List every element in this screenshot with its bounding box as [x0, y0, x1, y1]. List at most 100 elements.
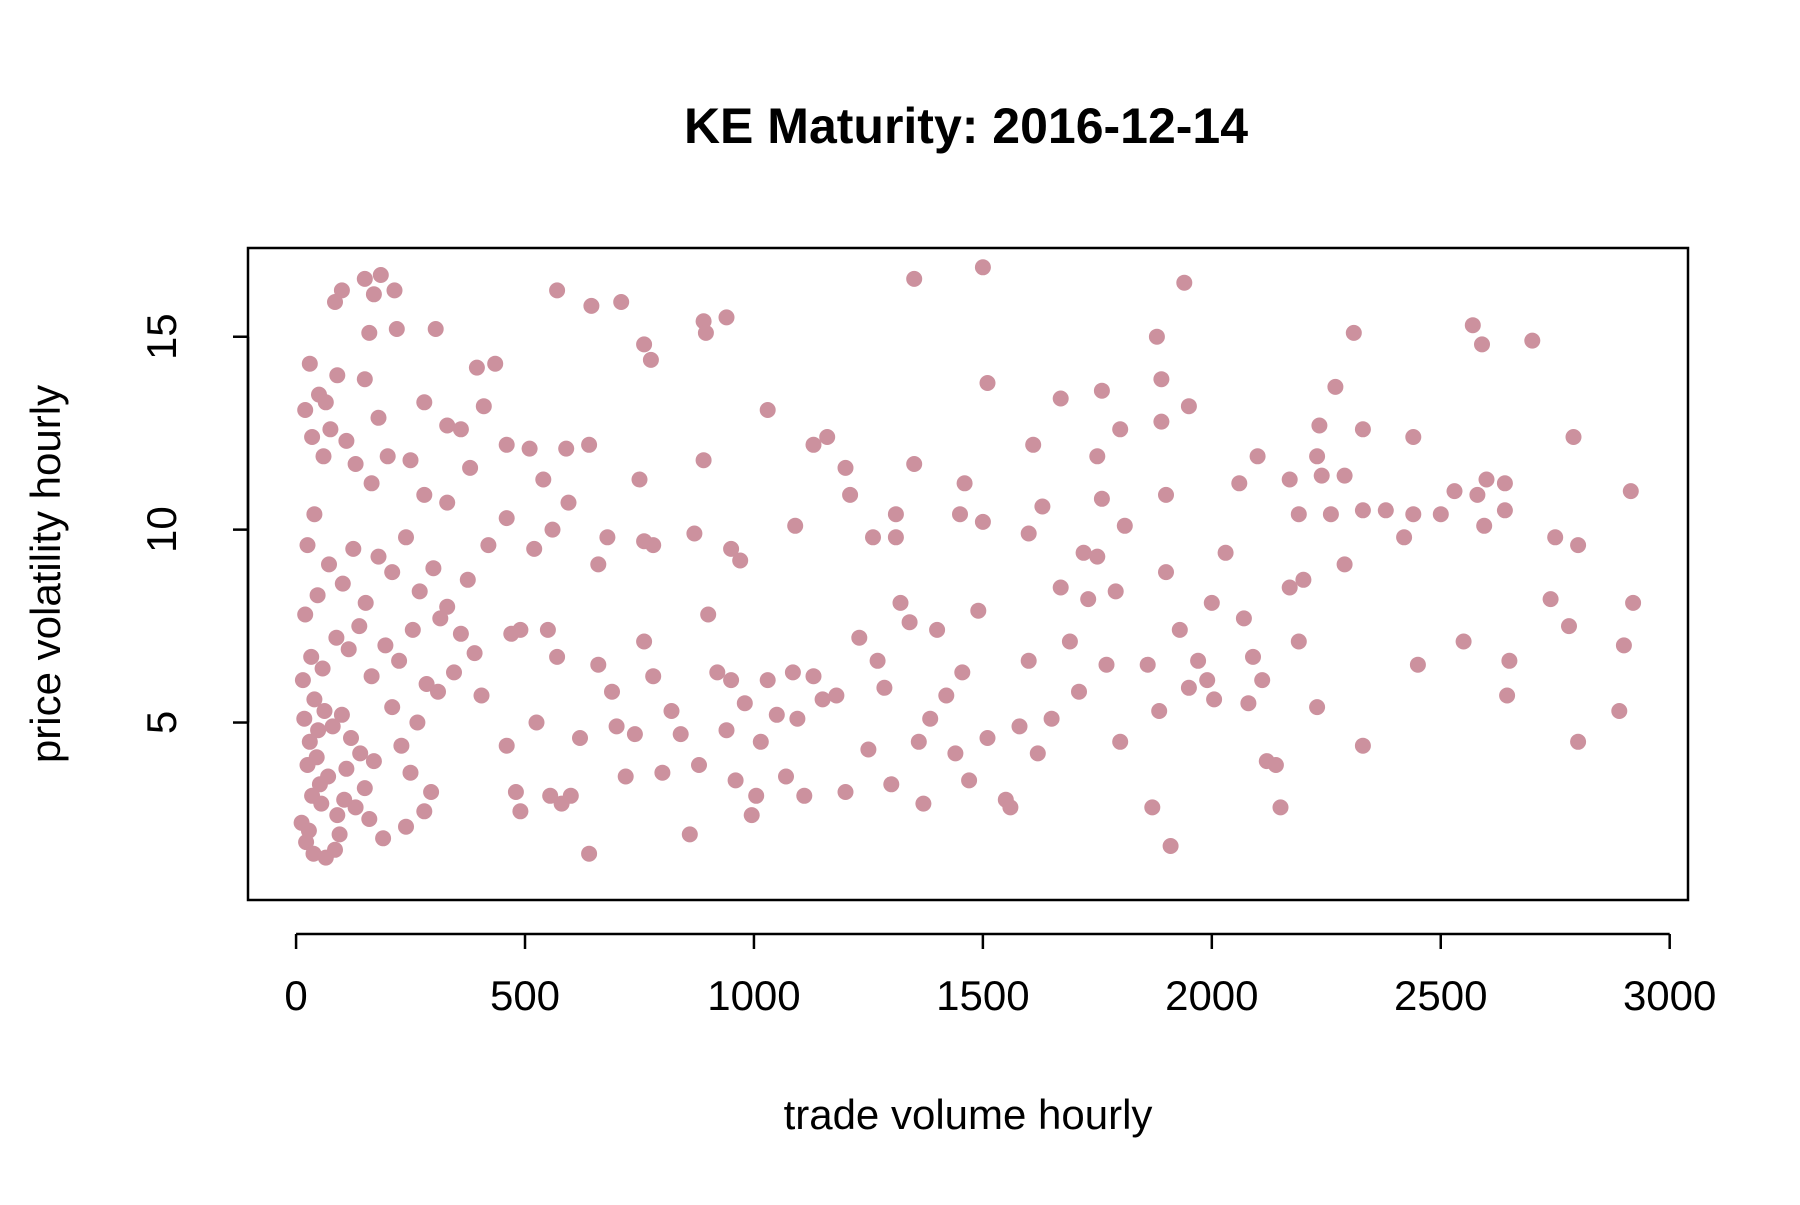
data-point-141 [743, 807, 760, 824]
data-point-101 [439, 494, 456, 511]
data-point-172 [1002, 799, 1019, 816]
data-point-14 [311, 776, 328, 793]
data-point-271 [819, 429, 836, 445]
data-point-162 [915, 795, 932, 812]
data-point-257 [1052, 390, 1069, 407]
data-point-161 [910, 733, 927, 750]
data-point-186 [1144, 799, 1161, 816]
data-point-213 [1501, 652, 1518, 669]
data-point-274 [759, 402, 776, 418]
data-point-80 [363, 475, 380, 492]
data-point-111 [512, 621, 529, 638]
data-point-71 [322, 421, 339, 438]
data-point-231 [1396, 529, 1413, 546]
data-point-191 [1180, 679, 1197, 696]
data-point-62 [409, 714, 426, 731]
data-point-77 [338, 432, 355, 449]
data-point-27 [356, 780, 373, 797]
data-point-195 [1203, 594, 1220, 611]
data-point-48 [411, 583, 428, 600]
data-point-22 [327, 841, 343, 858]
data-point-94 [333, 282, 350, 299]
data-point-69 [306, 506, 323, 523]
data-point-96 [365, 286, 382, 303]
data-point-103 [498, 436, 515, 453]
data-point-227 [1469, 486, 1486, 503]
data-point-165 [938, 687, 955, 704]
data-point-42 [370, 548, 387, 565]
data-point-202 [1267, 757, 1284, 773]
data-point-148 [789, 710, 806, 727]
y-axis-label: price volatility hourly [22, 385, 69, 763]
data-point-204 [1281, 579, 1298, 596]
data-point-51 [432, 610, 449, 627]
data-point-301 [1524, 332, 1541, 349]
data-point-116 [512, 803, 529, 820]
data-point-212 [1499, 687, 1516, 704]
data-point-246 [1231, 475, 1248, 492]
data-point-83 [388, 321, 405, 337]
data-point-134 [691, 757, 707, 773]
data-point-150 [805, 668, 822, 685]
data-point-17 [333, 706, 350, 723]
data-point-181 [1089, 548, 1106, 565]
data-point-98 [386, 282, 403, 299]
data-point-283 [590, 556, 607, 573]
data-point-252 [1116, 517, 1133, 534]
data-point-264 [952, 506, 968, 523]
data-point-262 [974, 513, 991, 530]
data-point-261 [979, 375, 996, 391]
data-point-137 [718, 722, 735, 739]
data-point-43 [377, 637, 394, 654]
data-point-207 [1309, 699, 1326, 716]
data-point-130 [654, 764, 671, 781]
data-point-128 [636, 633, 653, 650]
data-point-221 [1565, 429, 1582, 445]
data-point-232 [1405, 429, 1422, 445]
data-point-85 [416, 394, 433, 411]
x-axis-label: trade volume hourly [784, 1091, 1153, 1138]
data-point-169 [970, 602, 987, 619]
data-point-93 [327, 294, 343, 310]
data-point-156 [869, 652, 886, 669]
data-point-300 [1474, 336, 1490, 353]
data-point-63 [416, 803, 433, 820]
data-point-214 [1542, 591, 1559, 608]
data-point-233 [1405, 506, 1422, 523]
data-point-34 [321, 556, 337, 573]
data-point-200 [1254, 672, 1271, 689]
data-point-90 [468, 359, 485, 376]
data-point-28 [361, 811, 378, 827]
data-point-278 [686, 525, 703, 542]
data-point-237 [1336, 467, 1353, 484]
data-point-46 [398, 529, 414, 546]
data-point-175 [1029, 745, 1046, 762]
data-point-266 [887, 506, 904, 523]
data-point-109 [526, 540, 543, 557]
data-point-104 [521, 440, 538, 457]
data-point-91 [475, 398, 492, 415]
data-point-185 [1139, 656, 1156, 673]
data-point-112 [539, 621, 556, 638]
data-point-143 [752, 733, 769, 750]
data-point-259 [1025, 436, 1042, 453]
data-point-294 [906, 270, 923, 287]
data-point-31 [303, 648, 320, 665]
x-tick-label-0: 0 [284, 972, 307, 1019]
data-point-147 [784, 664, 801, 681]
y-axis: 5 10 15 [138, 313, 250, 734]
data-point-154 [851, 629, 868, 646]
data-point-234 [1377, 502, 1394, 519]
data-point-217 [1611, 703, 1628, 719]
data-point-140 [736, 695, 753, 712]
x-tick-label-2: 1000 [707, 972, 800, 1019]
data-point-222 [1547, 529, 1564, 546]
data-point-79 [356, 371, 373, 388]
data-point-146 [778, 768, 794, 785]
data-point-166 [947, 745, 964, 762]
x-tick-label-4: 2000 [1165, 972, 1258, 1019]
data-point-0 [296, 710, 313, 727]
data-point-182 [1098, 656, 1115, 673]
data-point-120 [562, 787, 579, 804]
